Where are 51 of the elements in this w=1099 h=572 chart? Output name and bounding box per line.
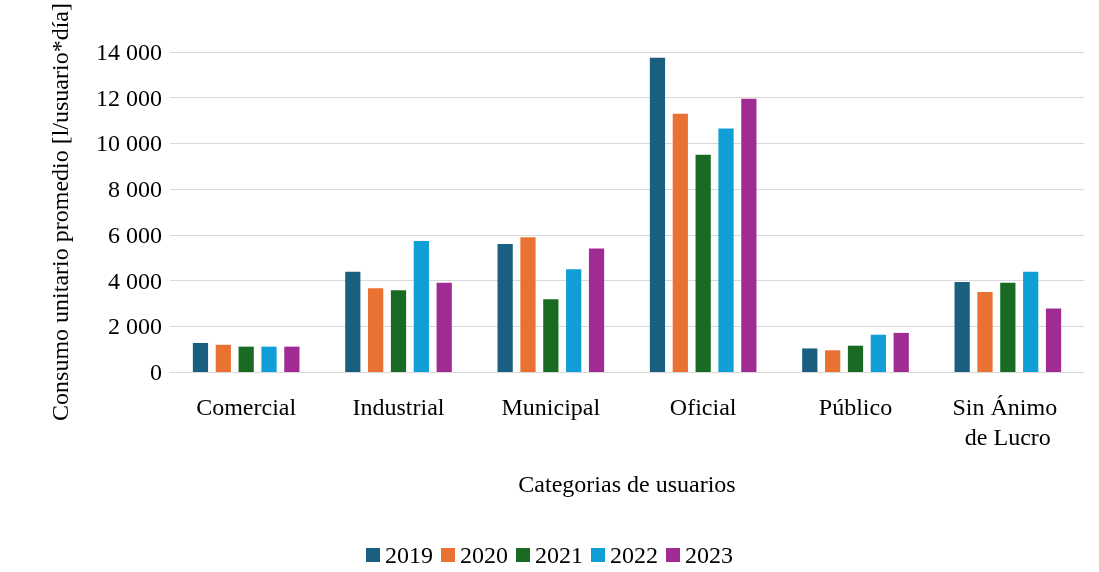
bar <box>192 342 209 372</box>
bar <box>345 271 361 372</box>
y-axis-title: Consumo unitario promedio [l/usuario*día] <box>47 3 73 421</box>
x-tick-label: Oficial <box>669 394 737 420</box>
bar <box>1023 271 1039 372</box>
bar <box>893 332 909 372</box>
y-tick-label: 8 000 <box>108 176 162 203</box>
bar <box>566 269 582 372</box>
x-tick-label: Sin Ánimo de Lucro <box>952 394 1064 450</box>
y-tick-label: 14 000 <box>96 38 162 65</box>
bar <box>825 350 841 372</box>
bar <box>977 291 993 372</box>
bar <box>588 248 605 372</box>
bar <box>741 98 757 372</box>
bar <box>520 237 536 372</box>
bar <box>284 346 300 372</box>
bar <box>543 299 559 372</box>
bar <box>413 241 429 372</box>
bar <box>238 346 254 372</box>
bar <box>368 288 384 372</box>
legend-label: 2023 <box>685 542 733 568</box>
legend-label: 2021 <box>535 542 583 568</box>
y-tick-label: 12 000 <box>96 84 162 111</box>
bar <box>870 334 886 372</box>
bar <box>1045 308 1062 372</box>
y-tick-label: 0 <box>150 359 162 385</box>
bar <box>497 243 513 372</box>
bar <box>672 113 688 372</box>
y-tick-label: 10 000 <box>96 130 162 157</box>
x-tick-label: Municipal <box>501 394 601 420</box>
legend-label: 2019 <box>385 542 433 568</box>
bar <box>954 281 970 372</box>
bar <box>718 128 734 372</box>
legend-label: 2022 <box>610 542 658 568</box>
x-tick-label: Público <box>818 394 893 420</box>
x-tick-label: Comercial <box>196 394 297 420</box>
bar <box>390 290 407 372</box>
bar <box>802 348 818 372</box>
bar <box>1000 282 1016 372</box>
bar <box>695 154 711 372</box>
bar <box>847 345 864 372</box>
bar <box>261 346 277 372</box>
y-tick-label: 6 000 <box>108 221 162 248</box>
y-tick-label: 4 000 <box>108 267 162 294</box>
y-tick-label: 2 000 <box>108 313 162 340</box>
legend-label: 2020 <box>460 542 508 568</box>
bar <box>215 344 231 372</box>
x-tick-label: Industrial <box>352 394 445 420</box>
bar <box>649 57 666 372</box>
x-axis-title: Categorias de usuarios <box>518 471 736 497</box>
bar <box>436 282 452 372</box>
